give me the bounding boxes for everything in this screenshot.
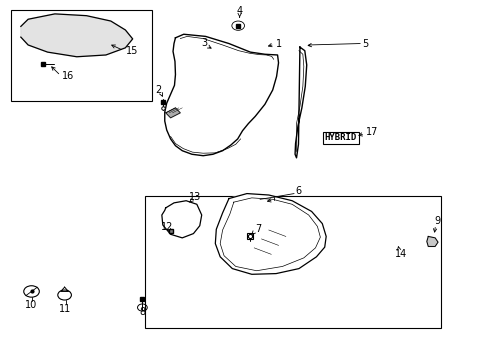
Text: 2: 2 — [155, 85, 161, 95]
Text: HYBRID: HYBRID — [324, 133, 356, 142]
Text: 7: 7 — [254, 224, 261, 234]
Text: 16: 16 — [62, 71, 75, 81]
Text: 9: 9 — [433, 216, 440, 226]
Polygon shape — [215, 194, 325, 274]
Text: 14: 14 — [394, 249, 407, 259]
Text: 17: 17 — [365, 127, 377, 137]
Text: 1: 1 — [276, 39, 282, 49]
Text: 4: 4 — [236, 6, 242, 17]
Bar — [11, 10, 152, 102]
Polygon shape — [426, 237, 437, 247]
Text: 15: 15 — [125, 46, 138, 56]
Text: 5: 5 — [361, 39, 367, 49]
Text: 11: 11 — [60, 303, 72, 314]
Polygon shape — [21, 14, 132, 57]
Polygon shape — [162, 201, 201, 238]
Text: 10: 10 — [25, 300, 38, 310]
Polygon shape — [165, 108, 180, 118]
Bar — [144, 196, 441, 328]
Text: 13: 13 — [188, 192, 201, 202]
Polygon shape — [294, 47, 306, 158]
Text: 6: 6 — [294, 186, 301, 197]
Text: 12: 12 — [160, 222, 173, 232]
Text: 3: 3 — [201, 38, 207, 48]
Polygon shape — [164, 34, 278, 156]
Text: 8: 8 — [139, 307, 145, 317]
